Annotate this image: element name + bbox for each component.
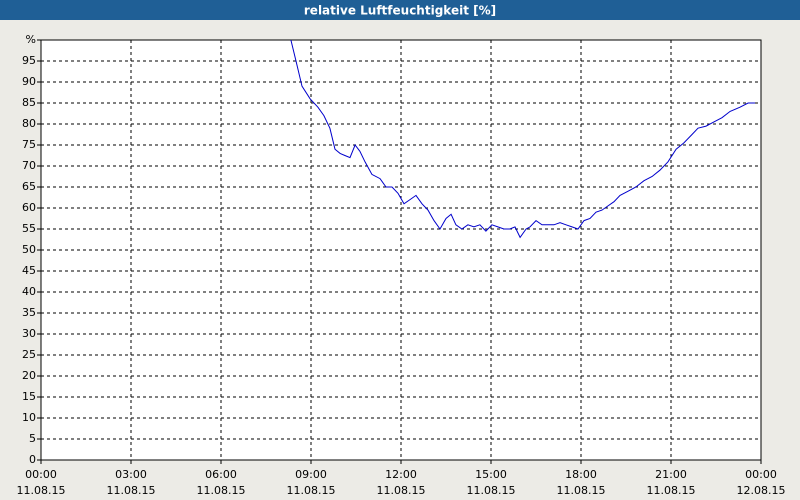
x-tick-date: 11.08.15 [287,484,336,497]
x-tick-label: 09:00 [295,468,327,481]
chart-title: relative Luftfeuchtigkeit [%] [304,4,496,18]
y-tick-label: 80 [22,117,36,130]
y-tick-label: 40 [22,285,36,298]
y-tick-label: 10 [22,411,36,424]
y-tick-label: 35 [22,306,36,319]
y-tick-label: 5 [29,432,36,445]
x-tick-label: 03:00 [115,468,147,481]
y-tick-label: 0 [29,453,36,466]
y-tick-label: 20 [22,369,36,382]
y-tick-label: 85 [22,96,36,109]
y-tick-label: 95 [22,54,36,67]
y-tick-label: 25 [22,348,36,361]
x-tick-label: 15:00 [475,468,507,481]
x-tick-label: 00:00 [25,468,57,481]
x-tick-date: 11.08.15 [17,484,66,497]
x-tick-date: 11.08.15 [197,484,246,497]
y-tick-label: 15 [22,390,36,403]
y-tick-label: 90 [22,75,36,88]
x-tick-label: 06:00 [205,468,237,481]
x-tick-date: 11.08.15 [377,484,426,497]
x-tick-date: 11.08.15 [557,484,606,497]
y-tick-label: % [26,33,36,46]
y-tick-label: 60 [22,201,36,214]
x-tick-label: 00:00 [745,468,777,481]
x-tick-label: 12:00 [385,468,417,481]
x-tick-date: 11.08.15 [107,484,156,497]
x-tick-date: 11.08.15 [467,484,516,497]
x-tick-label: 21:00 [655,468,687,481]
y-tick-label: 45 [22,264,36,277]
y-tick-label: 30 [22,327,36,340]
x-tick-date: 11.08.15 [647,484,696,497]
title-bar [0,0,800,20]
y-tick-label: 75 [22,138,36,151]
y-tick-label: 55 [22,222,36,235]
y-tick-label: 65 [22,180,36,193]
data-line [290,39,755,239]
y-tick-label: 50 [22,243,36,256]
x-tick-label: 18:00 [565,468,597,481]
x-tick-date: 12.08.15 [737,484,786,497]
y-tick-label: 70 [22,159,36,172]
